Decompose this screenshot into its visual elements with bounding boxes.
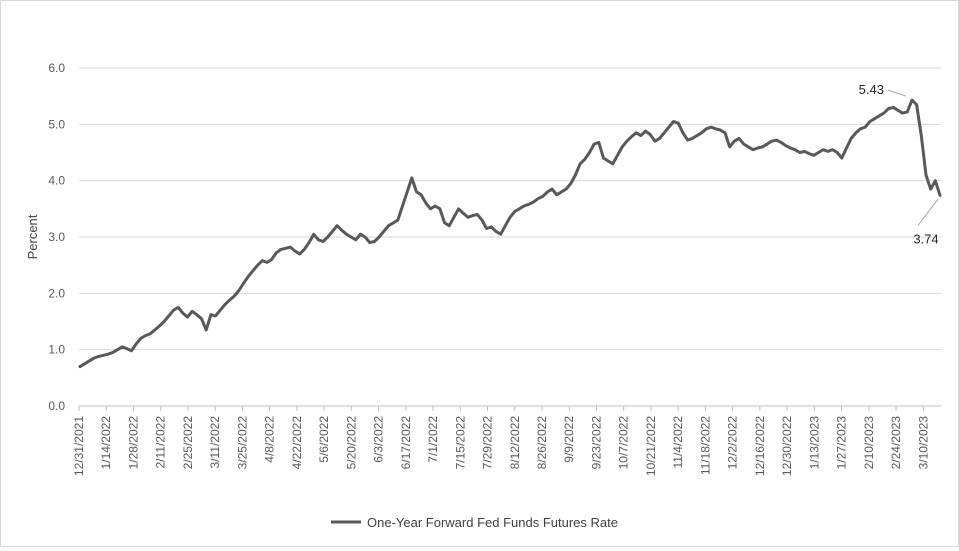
x-tick-label: 5/20/2022: [344, 416, 358, 470]
y-tick-label: 4.0: [48, 174, 65, 188]
x-tick-label: 4/8/2022: [263, 416, 277, 463]
series-group: [78, 98, 942, 369]
legend-label: One-Year Forward Fed Funds Futures Rate: [367, 515, 618, 530]
y-tick-label: 2.0: [48, 286, 65, 300]
y-tick-label: 1.0: [48, 343, 65, 357]
x-tick-label: 11/4/2022: [671, 416, 685, 469]
x-tick-label: 10/21/2022: [644, 416, 658, 476]
x-tick-label: 10/7/2022: [617, 416, 631, 470]
x-tick-label: 8/12/2022: [508, 416, 522, 470]
x-tick-label: 6/3/2022: [372, 416, 386, 463]
x-tick-label: 5/6/2022: [317, 416, 331, 463]
annotation-leader: [887, 89, 907, 97]
y-tick-label: 6.0: [48, 61, 65, 75]
x-tick-label: 4/22/2022: [290, 416, 304, 470]
x-tick-label: 9/9/2022: [562, 416, 576, 463]
x-tick-label: 12/16/2022: [753, 416, 767, 476]
x-tick-label: 2/10/2023: [862, 416, 876, 470]
x-tick-label: 7/15/2022: [453, 416, 467, 470]
x-tick-label: 7/1/2022: [426, 416, 440, 463]
annotations: 5.43 3.74: [859, 82, 939, 246]
x-tick-label: 2/25/2022: [181, 416, 195, 470]
x-tick-label: 8/26/2022: [535, 416, 549, 470]
x-tick-label: 1/13/2023: [807, 416, 821, 470]
x-tick-label: 12/31/2021: [72, 416, 86, 476]
x-tick-label: 3/10/2023: [916, 416, 930, 470]
y-tick-label: 0.0: [48, 399, 65, 413]
y-tick-label: 5.0: [48, 117, 65, 131]
x-tick-label: 1/28/2022: [126, 416, 140, 470]
x-tick-label: 12/30/2022: [780, 416, 794, 476]
x-tick-label: 12/2/2022: [726, 416, 740, 470]
annotation-leader: [917, 199, 939, 226]
x-tick-label: 1/14/2022: [99, 416, 113, 470]
x-tick-label: 7/29/2022: [481, 416, 495, 470]
x-tick-label: 11/18/2022: [698, 416, 712, 475]
x-tick-label: 3/11/2022: [208, 416, 222, 469]
y-axis-ticks: 0.0 1.0 2.0 3.0 4.0 5.0 6.0: [48, 61, 65, 413]
legend: One-Year Forward Fed Funds Futures Rate: [331, 515, 618, 530]
x-tick-label: 2/11/2022: [154, 416, 168, 469]
annotation-peak-label: 5.43: [859, 82, 884, 97]
series-line: [78, 98, 942, 369]
x-tick-label: 2/24/2023: [889, 416, 903, 470]
x-tick-label: 1/27/2023: [835, 416, 849, 470]
x-tick-label: 6/17/2022: [399, 416, 413, 470]
x-axis: 12/31/2021 1/14/2022 1/28/2022 2/11/2022 2/2…: [72, 406, 930, 476]
annotation-last-label: 3.74: [913, 231, 938, 246]
y-axis-label: Percent: [25, 214, 40, 259]
gridlines: [79, 67, 941, 407]
x-tick-label: 3/25/2022: [235, 416, 249, 470]
x-tick-label: 9/23/2022: [589, 416, 603, 470]
y-tick-label: 3.0: [48, 230, 65, 244]
